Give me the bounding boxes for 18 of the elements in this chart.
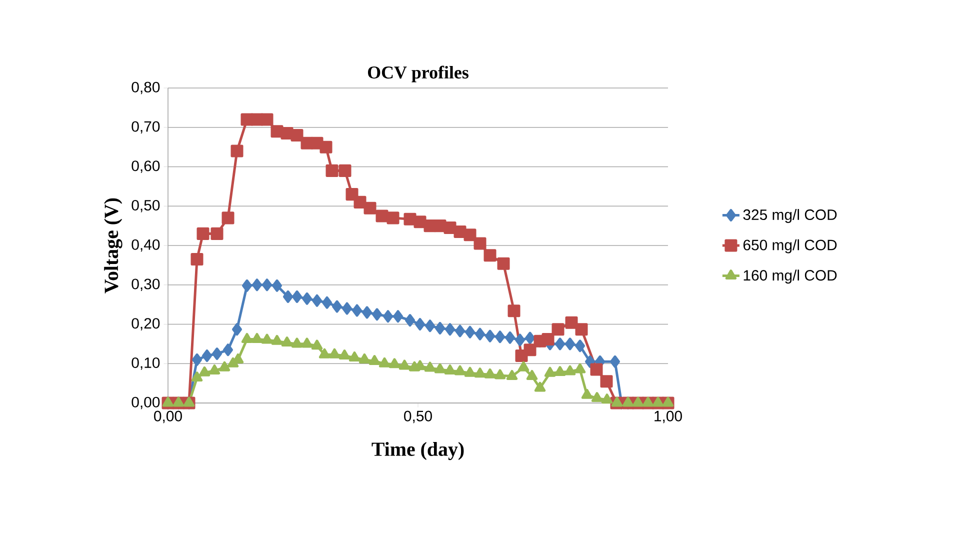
y-tick-label: 0,50 bbox=[132, 200, 160, 212]
legend-label: 325 mg/l COD bbox=[743, 209, 837, 223]
y-tick-label: 0,30 bbox=[132, 278, 160, 292]
x-tick-label: 0,00 bbox=[154, 410, 182, 424]
y-tick-label: 0,40 bbox=[132, 239, 160, 252]
chart-title: OCV profiles bbox=[368, 66, 468, 82]
x-axis-title: Time (day) bbox=[372, 442, 464, 460]
y-tick-label: 0,70 bbox=[132, 121, 160, 134]
legend-label: 650 mg/l COD bbox=[743, 239, 837, 254]
x-tick-label: 1,00 bbox=[654, 410, 682, 424]
y-tick-label: 0,20 bbox=[132, 318, 160, 330]
y-tick-label: 0,60 bbox=[132, 160, 160, 173]
y-tick-label: 0,10 bbox=[132, 357, 160, 370]
legend-label: 160 mg/l COD bbox=[744, 270, 837, 284]
x-tick-label: 0,50 bbox=[404, 410, 432, 424]
y-tick-label: 0,80 bbox=[132, 82, 160, 94]
y-tick-label: 0,00 bbox=[132, 396, 160, 410]
y-axis-title: Voltage (V) bbox=[104, 198, 122, 294]
